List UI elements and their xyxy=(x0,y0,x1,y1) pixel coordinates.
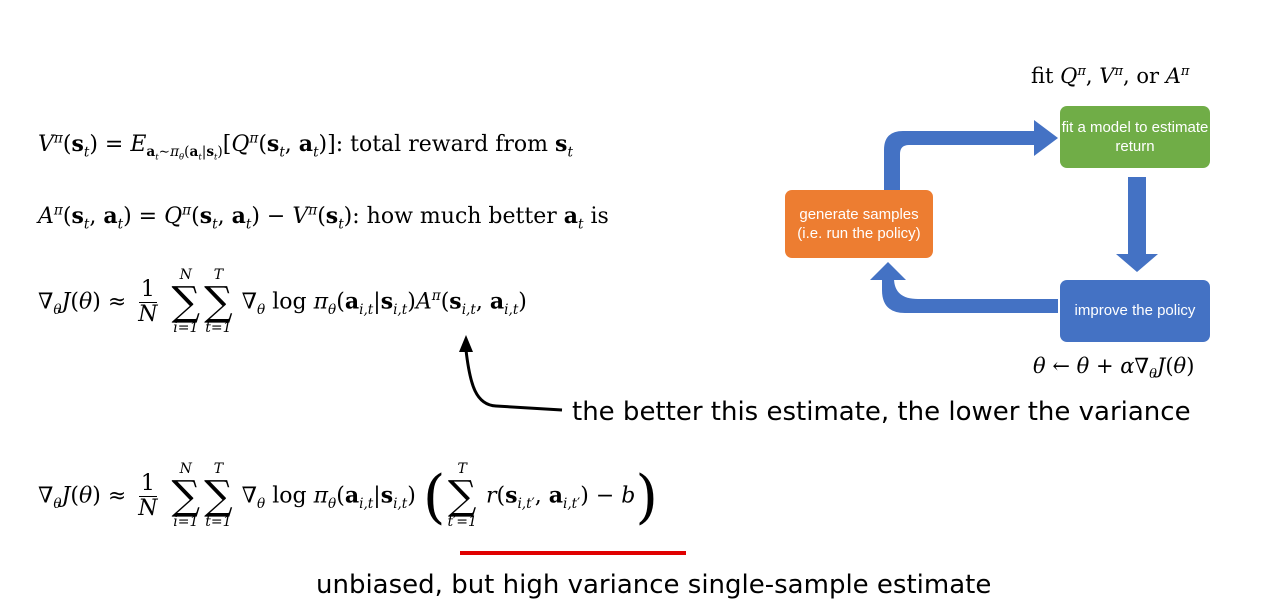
reward-to-go-underline xyxy=(460,551,686,555)
advantage-description: how much better xyxy=(366,204,557,229)
value-function-description: total reward from xyxy=(350,132,549,157)
advantage-equation: Aπ(st, at) = Qπ(st, at) − Vπ(st): how mu… xyxy=(38,202,609,233)
fit-model-box: fit a model to estimate return xyxy=(1060,106,1210,168)
unbiased-caption: unbiased, but high variance single-sampl… xyxy=(316,570,992,600)
better-estimate-caption: the better this estimate, the lower the … xyxy=(572,397,1191,427)
advantage-description-tail: is xyxy=(590,204,609,229)
generate-samples-box: generate samples (i.e. run the policy) xyxy=(785,190,933,258)
improve-policy-box: improve the policy xyxy=(1060,280,1210,342)
fit-value-label: fit Qπ, Vπ, or Aπ xyxy=(1031,64,1190,88)
policy-update-label: θ ← θ + α∇θJ(θ) xyxy=(1033,354,1195,383)
value-function-equation: Vπ(st) = Eat∼πθ(at|st)[Qπ(st, at)]: tota… xyxy=(38,130,573,163)
